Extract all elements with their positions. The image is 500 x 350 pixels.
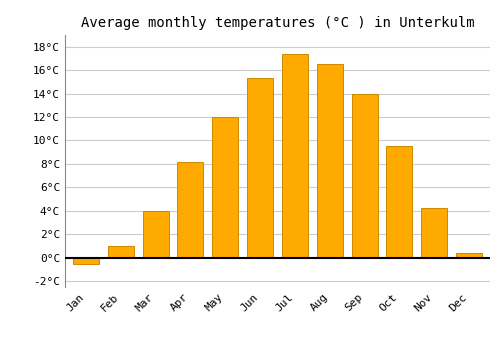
Bar [142, 211, 169, 258]
Bar [456, 253, 482, 258]
Bar [73, 258, 99, 264]
Bar [316, 64, 343, 258]
Bar [352, 93, 378, 258]
Title: Average monthly temperatures (°C ) in Unterkulm: Average monthly temperatures (°C ) in Un… [80, 16, 474, 30]
Bar [178, 162, 204, 258]
Bar [212, 117, 238, 258]
Bar [108, 246, 134, 258]
Bar [386, 146, 412, 258]
Bar [247, 78, 273, 258]
Bar [421, 209, 448, 258]
Bar [282, 54, 308, 258]
